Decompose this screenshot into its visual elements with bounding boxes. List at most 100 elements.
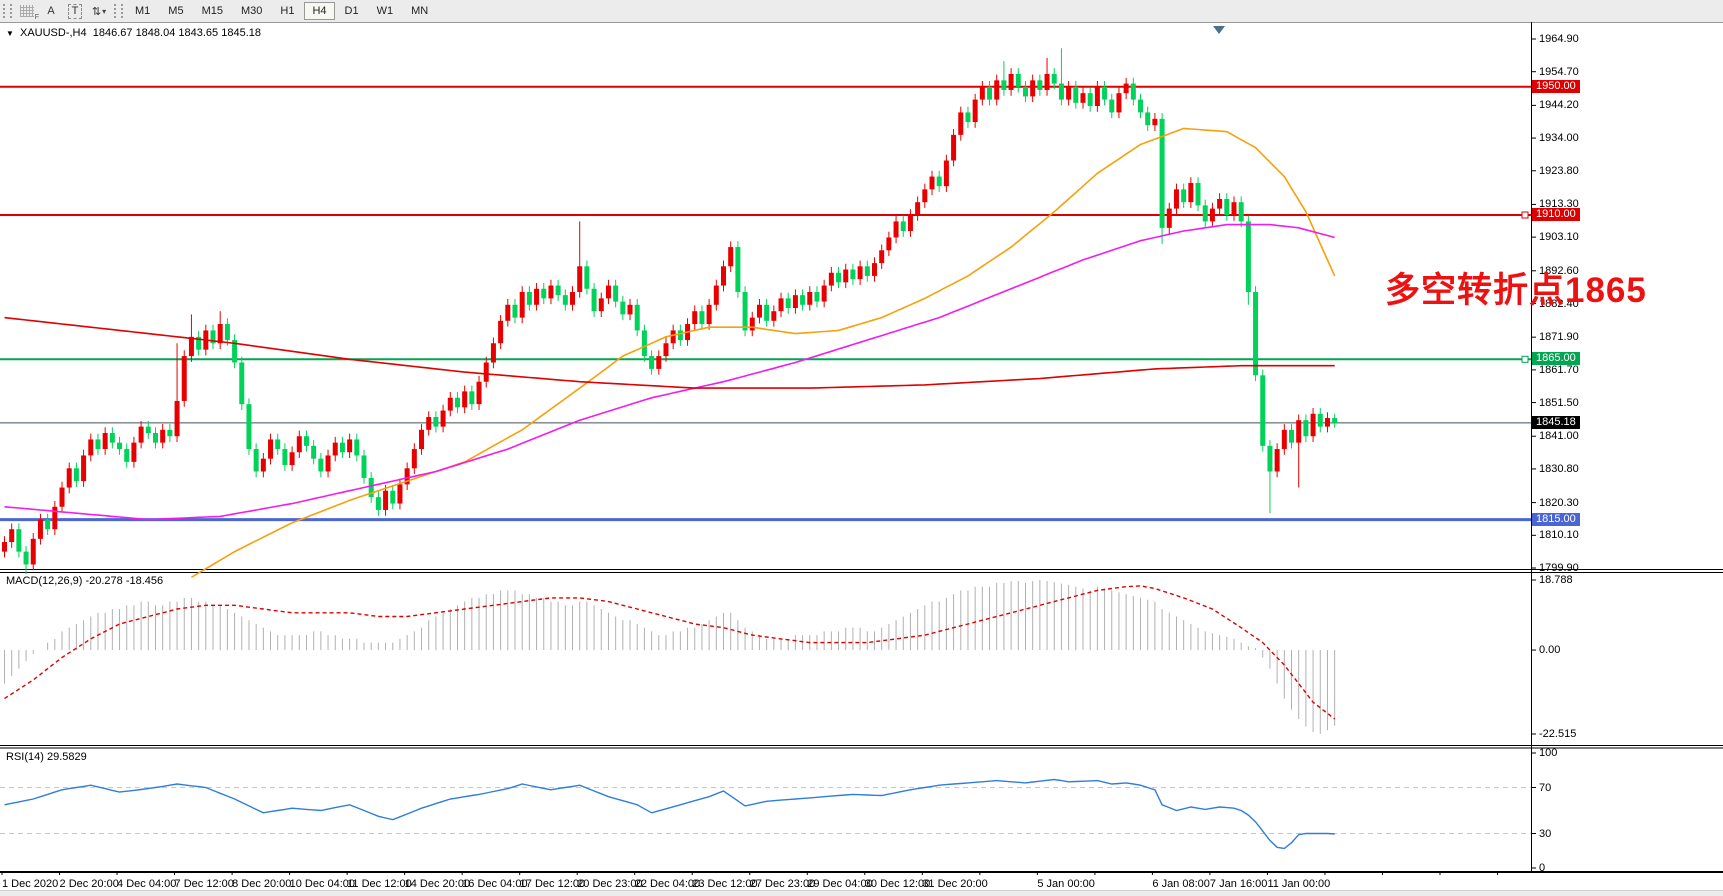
chart-shift-marker-icon[interactable] — [1213, 26, 1225, 34]
date-tick-label: 16 Dec 04:00 — [462, 878, 528, 890]
timeframe-button-m5[interactable]: M5 — [168, 5, 184, 17]
candle — [1231, 202, 1237, 216]
candle — [1066, 86, 1072, 100]
candle — [1051, 73, 1057, 84]
timeframe-button-m15[interactable]: M15 — [201, 5, 223, 17]
candle — [109, 433, 115, 443]
timeframe-button-w1[interactable]: W1 — [376, 5, 394, 17]
text-label-icon[interactable]: A — [47, 5, 55, 17]
candle — [749, 317, 755, 331]
ma-red — [4, 316, 1335, 389]
candle — [419, 429, 425, 450]
timeframe-button-d1[interactable]: D1 — [344, 5, 359, 17]
candle — [943, 160, 949, 187]
rsi-label: RSI(14) 29.5829 — [6, 751, 87, 763]
candle — [605, 285, 611, 299]
candle — [66, 468, 72, 488]
candle — [1015, 73, 1021, 87]
timeframe-button-h1[interactable]: H1 — [280, 5, 295, 17]
candle — [462, 391, 468, 408]
candle — [915, 202, 921, 216]
toolbar-drag-handle[interactable] — [114, 4, 123, 18]
candle — [1173, 189, 1179, 209]
candle — [375, 497, 381, 510]
toolbar-drag-handle[interactable] — [3, 4, 12, 18]
price-tag-1910.00: 1910.00 — [1532, 208, 1580, 221]
candle — [577, 266, 583, 292]
price-tick-label: 1964.90 — [1539, 33, 1579, 45]
chart-region[interactable]: ▼ XAUUSD-,H4 1846.67 1848.04 1843.65 184… — [0, 22, 1723, 896]
date-tick-label: 6 Jan 08:00 — [1152, 878, 1210, 890]
timeframe-button-m30[interactable]: M30 — [240, 5, 263, 17]
ma-orange — [190, 127, 1336, 578]
timeframe-button-h4[interactable]: H4 — [304, 2, 335, 20]
candle — [828, 272, 834, 286]
candle — [699, 311, 705, 325]
candle — [296, 436, 302, 453]
price-tag-1815.00: 1815.00 — [1532, 512, 1580, 526]
candle — [958, 112, 964, 135]
date-tick-label: 11 Dec 12:00 — [347, 878, 412, 890]
candle — [987, 86, 993, 100]
timeframe-button-m1[interactable]: M1 — [135, 5, 151, 17]
candle — [857, 266, 863, 280]
candle — [145, 426, 151, 434]
collapse-arrow-icon[interactable]: ▼ — [6, 29, 14, 38]
rsi-line — [4, 778, 1335, 850]
candle — [490, 343, 496, 363]
candle — [1303, 420, 1309, 437]
candle — [1324, 418, 1330, 427]
text-box-icon[interactable]: T — [65, 2, 85, 20]
candle — [188, 336, 194, 357]
macd-label: MACD(12,26,9) -20.278 -18.456 — [6, 575, 164, 587]
dropdown-caret-icon[interactable]: ▾ — [102, 6, 107, 16]
candle — [303, 436, 309, 446]
price-tick-label: 1851.50 — [1539, 396, 1579, 409]
symbol-info[interactable]: ▼ XAUUSD-,H4 1846.67 1848.04 1843.65 184… — [6, 27, 261, 39]
candle — [311, 445, 317, 459]
candle — [483, 362, 489, 382]
candle — [131, 442, 137, 462]
candle — [397, 484, 403, 504]
candle — [23, 551, 29, 565]
price-tick-label: 1903.10 — [1539, 231, 1579, 244]
date-tick-label: 29 Dec 04:00 — [807, 878, 873, 890]
timeframe-button-group: M1 M5 M15 M30 H1 H4 D1 W1 MN — [126, 2, 437, 20]
date-tick-label: 7 Dec 12:00 — [174, 878, 234, 890]
candle — [217, 324, 223, 344]
candle — [16, 529, 22, 552]
candle — [361, 455, 367, 478]
date-tick-label: 14 Dec 20:00 — [404, 878, 471, 890]
candle — [275, 439, 281, 450]
candle — [641, 330, 647, 357]
candle — [692, 311, 698, 325]
candle — [160, 429, 166, 443]
crosshair-arrows-icon[interactable]: ⇅ ▾ — [91, 5, 107, 18]
candle — [368, 477, 374, 498]
price-tick-label: 1820.30 — [1539, 496, 1579, 509]
candle — [282, 449, 288, 466]
candle — [102, 433, 108, 450]
date-tick-label: 31 Dec 20:00 — [922, 878, 988, 890]
price-tick-label: 1830.80 — [1539, 462, 1579, 475]
indicators-grid-icon[interactable]: F — [17, 2, 39, 21]
candle — [929, 176, 935, 190]
price-tick-label: 1871.90 — [1539, 331, 1579, 344]
price-tag-1845.18: 1845.18 — [1532, 415, 1580, 429]
candle — [994, 80, 1000, 100]
candle — [713, 285, 719, 305]
price-tick-label: 1882.40 — [1539, 297, 1579, 310]
candle — [1224, 198, 1230, 216]
candle — [505, 304, 511, 321]
candle — [1073, 86, 1079, 103]
candle — [454, 397, 460, 408]
candle — [167, 429, 173, 437]
price-tick-label: 1799.90 — [1539, 562, 1579, 574]
candle — [1123, 83, 1129, 94]
candlestick-plot[interactable] — [0, 22, 1723, 896]
timeframe-button-mn[interactable]: MN — [411, 5, 429, 17]
candle — [318, 458, 324, 472]
candle — [598, 298, 604, 312]
candle — [1296, 420, 1302, 443]
candle — [1159, 118, 1165, 228]
